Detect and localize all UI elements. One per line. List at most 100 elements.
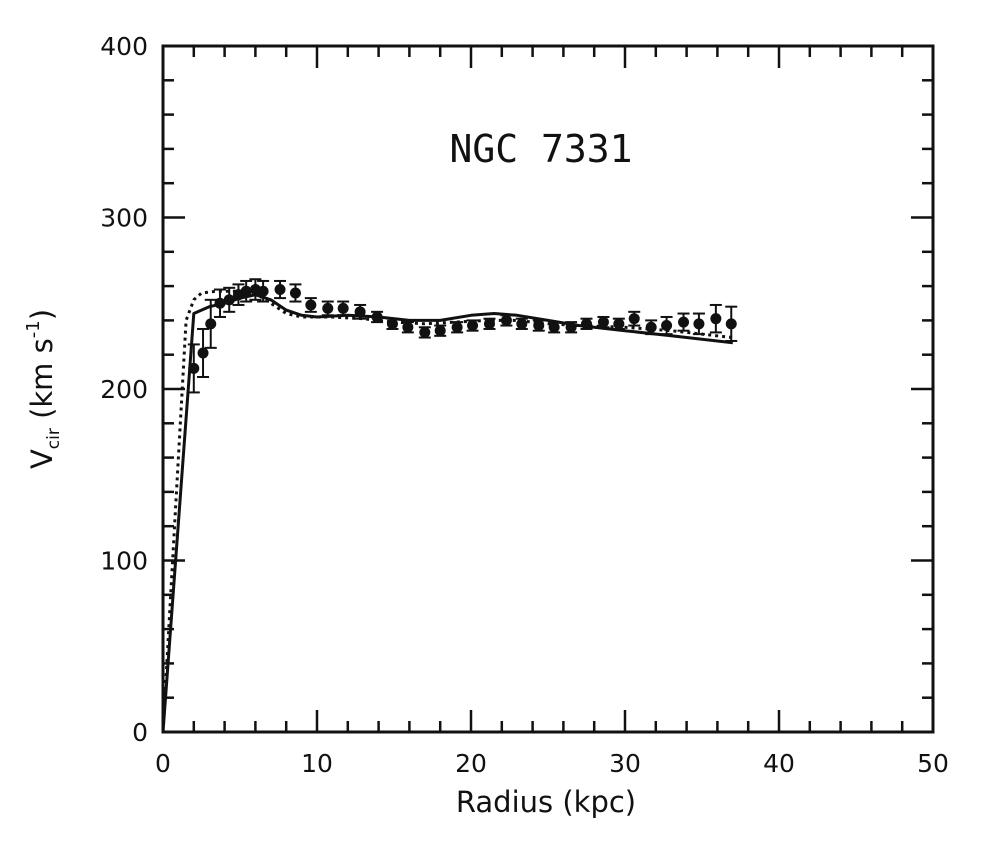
data-point	[354, 303, 367, 320]
point-marker	[434, 325, 446, 337]
data-point	[321, 300, 334, 317]
point-marker	[197, 347, 209, 359]
x-tick-label: 0	[155, 749, 171, 778]
y-tick-label: 0	[132, 718, 148, 747]
data-point	[223, 286, 236, 313]
y-tick-label: 300	[100, 204, 148, 233]
data-point	[532, 319, 545, 332]
point-marker	[725, 318, 737, 330]
point-marker	[274, 284, 286, 296]
data-point	[257, 279, 270, 303]
point-marker	[483, 318, 495, 330]
point-marker	[467, 320, 479, 332]
data-point	[371, 310, 384, 324]
data-point	[580, 317, 593, 330]
point-marker	[628, 313, 640, 325]
x-tick-label: 10	[301, 749, 333, 778]
data-point	[709, 303, 722, 334]
point-marker	[693, 318, 705, 330]
data-point	[500, 314, 513, 327]
data-point	[187, 343, 200, 394]
y-axis-label: Vcir (km s-1)	[23, 309, 64, 469]
point-marker	[322, 302, 334, 314]
solid-model-curve	[161, 293, 733, 733]
point-marker	[205, 318, 217, 330]
point-marker	[581, 318, 592, 330]
point-marker	[214, 297, 226, 309]
x-tick-label: 30	[609, 749, 641, 778]
y-tick-label: 400	[100, 32, 148, 61]
data-point	[274, 279, 287, 300]
data-point	[612, 317, 625, 330]
model-curves	[161, 289, 733, 733]
point-marker	[371, 311, 383, 323]
data-point	[451, 321, 464, 334]
point-marker	[257, 285, 269, 297]
data-point	[304, 297, 317, 313]
data-point	[597, 315, 610, 329]
data-point	[418, 326, 431, 339]
data-point	[483, 317, 496, 330]
point-marker	[386, 318, 398, 330]
data-point	[386, 317, 399, 330]
data-point	[289, 283, 302, 303]
x-axis-label: Radius (kpc)	[456, 785, 636, 819]
data-point	[645, 319, 658, 336]
data-points	[187, 278, 738, 394]
y-axis-label-exponent: -1	[23, 320, 44, 338]
point-marker	[548, 321, 560, 333]
point-marker	[305, 299, 317, 311]
point-marker	[419, 326, 431, 338]
y-tick-label: 200	[100, 375, 148, 404]
y-axis-label-main: V	[25, 449, 59, 469]
x-tick-label: 40	[763, 749, 795, 778]
point-marker	[516, 318, 528, 330]
y-tick-labels: 0 100 200 300 400	[100, 32, 148, 747]
point-marker	[500, 314, 512, 326]
data-point	[197, 327, 210, 378]
data-point	[628, 310, 641, 327]
point-marker	[661, 320, 673, 332]
data-point	[204, 298, 217, 349]
data-point	[240, 279, 253, 303]
y-axis-label-units: (km s	[25, 338, 59, 428]
x-tick-labels: 0 10 20 30 40 50	[155, 749, 949, 778]
point-marker	[188, 362, 200, 374]
point-marker	[645, 321, 657, 333]
data-point	[466, 319, 479, 332]
data-point	[213, 288, 226, 318]
data-point	[677, 312, 690, 332]
point-marker	[678, 316, 690, 328]
point-marker	[613, 318, 625, 330]
data-point	[565, 321, 578, 334]
point-marker	[533, 320, 545, 332]
data-point	[692, 312, 705, 336]
point-marker	[354, 306, 366, 318]
data-point	[515, 317, 528, 330]
y-axis-label-close: )	[25, 309, 59, 320]
data-point	[660, 315, 673, 336]
axis-ticks	[161, 44, 935, 734]
point-marker	[240, 285, 252, 297]
galaxy-name-annotation: NGC 7331	[449, 127, 632, 171]
point-marker	[289, 287, 301, 299]
point-marker	[710, 313, 722, 325]
point-marker	[451, 321, 463, 333]
point-marker	[337, 302, 349, 314]
x-tick-label: 50	[917, 749, 949, 778]
data-point	[548, 321, 561, 334]
data-point	[434, 324, 447, 337]
y-axis-label-subscript: cir	[44, 428, 64, 449]
point-marker	[402, 321, 414, 333]
x-tick-label: 20	[455, 749, 487, 778]
data-point	[337, 300, 350, 317]
point-marker	[223, 294, 235, 306]
y-tick-label: 100	[100, 547, 148, 576]
dotted-model-curve	[161, 289, 733, 733]
data-point	[725, 305, 738, 342]
data-point	[401, 321, 414, 334]
point-marker	[597, 316, 609, 328]
point-marker	[565, 321, 577, 333]
